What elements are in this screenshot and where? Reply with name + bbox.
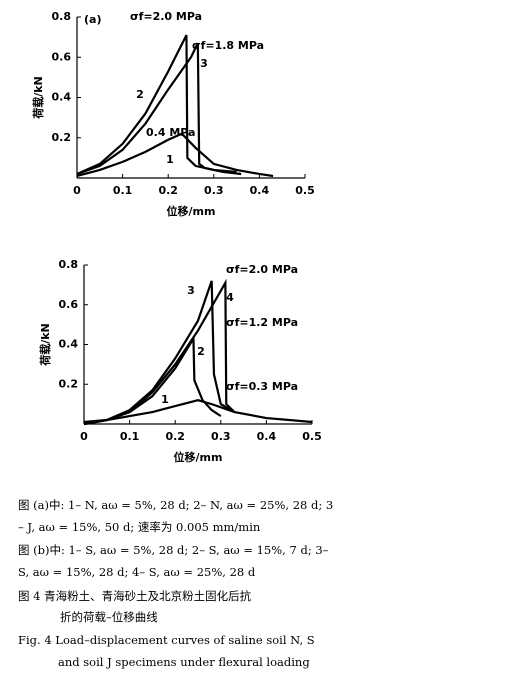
y-tick-label: 0.8 — [59, 258, 79, 271]
caption-line: 图 (b)中: 1– S, aω = 5%, 28 d; 2– S, aω = … — [18, 543, 329, 557]
annotation: σf=1.2 MPa — [226, 316, 298, 329]
x-tick-label: 0.3 — [211, 430, 231, 443]
annotation: σf=2.0 MPa — [226, 263, 298, 276]
curve — [76, 42, 242, 176]
x-tick-label: 0.3 — [204, 184, 224, 197]
x-tick-label: 0.5 — [302, 430, 322, 443]
x-tick-label: 0.1 — [113, 184, 133, 197]
annotation: σf=0.3 MPa — [226, 380, 298, 393]
x-tick-label: 0 — [73, 184, 81, 197]
caption-line: 图 4 青海粉土、青海砂土及北京粉土固化后抗 — [18, 589, 252, 603]
caption-line: Fig. 4 Load–displacement curves of salin… — [18, 633, 315, 647]
x-tick-label: 0.2 — [165, 430, 185, 443]
curve-label: 2 — [197, 345, 205, 358]
panel-label: (a) — [84, 13, 101, 26]
curve-label: 3 — [187, 284, 195, 297]
curve-label: 4 — [226, 291, 234, 304]
curve — [83, 278, 236, 426]
y-tick-label: 0.4 — [52, 91, 72, 104]
curve — [83, 399, 313, 424]
x-tick-label: 0.1 — [120, 430, 140, 443]
curve — [83, 280, 236, 426]
curve-label: 1 — [161, 393, 169, 406]
caption-line: – J, aω = 15%, 50 d; 速率为 0.005 mm/min — [18, 520, 261, 534]
x-tick-label: 0.4 — [250, 184, 270, 197]
curve-label: 1 — [166, 153, 174, 166]
curve — [76, 34, 237, 175]
y-tick-label: 0.4 — [59, 338, 79, 351]
x-tick-label: 0 — [80, 430, 88, 443]
curve-label: 3 — [200, 57, 208, 70]
x-axis-label: 位移/mm — [174, 450, 223, 464]
x-tick-label: 0.2 — [158, 184, 178, 197]
curve — [76, 132, 274, 178]
y-tick-label: 0.8 — [52, 10, 72, 23]
y-tick-label: 0.6 — [59, 298, 79, 311]
y-axis-label: 荷载/kN — [38, 323, 52, 367]
x-tick-label: 0.5 — [295, 184, 315, 197]
x-axis-label: 位移/mm — [167, 204, 216, 218]
annotation: σf=2.0 MPa — [130, 10, 202, 23]
caption-line: 折的荷载–位移曲线 — [60, 610, 158, 624]
y-tick-label: 0.6 — [52, 50, 72, 63]
caption-line: S, aω = 15%, 28 d; 4– S, aω = 25%, 28 d — [18, 565, 256, 579]
curve-label: 2 — [136, 88, 144, 101]
y-axis-label: 荷载/kN — [31, 76, 45, 120]
caption-line: and soil J specimens under flexural load… — [58, 655, 310, 669]
x-tick-label: 0.4 — [257, 430, 277, 443]
caption-line: 图 (a)中: 1– N, aω = 5%, 28 d; 2– N, aω = … — [18, 498, 333, 512]
annotation: σf=1.8 MPa — [192, 39, 264, 52]
y-tick-label: 0.2 — [59, 377, 79, 390]
y-tick-label: 0.2 — [52, 131, 72, 144]
